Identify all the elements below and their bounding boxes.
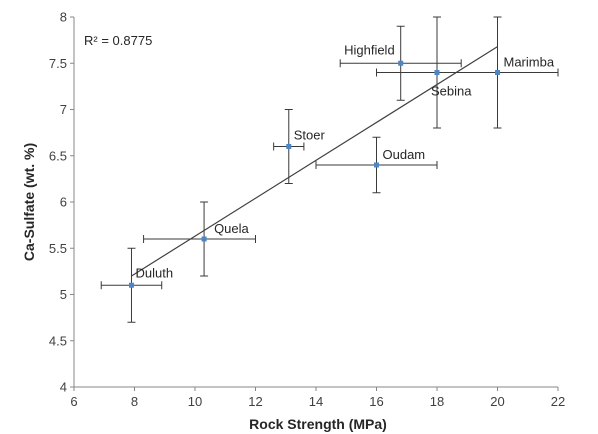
x-tick-label: 18 — [430, 394, 444, 409]
y-tick-label: 6.5 — [49, 148, 67, 163]
y-tick-label: 5 — [60, 287, 67, 302]
data-point — [374, 162, 379, 168]
data-point — [434, 70, 440, 75]
data-point-label: Oudam — [383, 147, 426, 162]
points-layer — [128, 60, 500, 288]
trendline-layer — [131, 46, 498, 277]
y-tick-label: 4 — [60, 380, 67, 395]
y-axis-title: Ca-Sulfate (wt. %) — [21, 143, 37, 261]
trendline — [131, 46, 498, 277]
y-tick-label: 5.5 — [49, 241, 67, 256]
x-tick-label: 14 — [309, 394, 323, 409]
y-tick-label: 6 — [60, 195, 67, 210]
y-tick-label: 7.5 — [49, 56, 67, 71]
x-tick-label: 22 — [551, 394, 565, 409]
data-point — [495, 70, 500, 75]
data-point-label: Stoer — [294, 128, 326, 143]
y-tick-label: 4.5 — [49, 333, 67, 348]
point-labels-layer: Duluth Quela Stoer Oudam Highfield Sebina Mari… — [135, 42, 554, 280]
x-tick-label: 8 — [131, 394, 138, 409]
x-tick-label: 20 — [490, 394, 504, 409]
data-point — [398, 60, 404, 66]
x-tick-label: 6 — [70, 394, 77, 409]
data-point-label: Sebina — [431, 84, 472, 99]
x-tick-label: 16 — [369, 394, 383, 409]
x-tick-label: 10 — [188, 394, 202, 409]
data-point — [128, 282, 134, 288]
data-point-label: Highfield — [344, 42, 395, 57]
data-point-label: Marimba — [504, 55, 555, 70]
data-point — [286, 144, 292, 149]
y-tick-label: 7 — [60, 102, 67, 117]
r-squared-annotation: R² = 0.8775 — [84, 33, 152, 48]
axes: 6 8 10 12 14 16 18 20 22 4 4.5 5 5.5 6 6.5 7 7.5 8 — [49, 10, 565, 410]
x-tick-label: 12 — [248, 394, 262, 409]
data-point-label: Quela — [214, 221, 249, 236]
y-tick-label: 8 — [60, 10, 67, 25]
data-point — [201, 236, 207, 242]
data-point-label: Duluth — [135, 265, 173, 280]
x-axis-title: Rock Strength (MPa) — [249, 416, 387, 432]
